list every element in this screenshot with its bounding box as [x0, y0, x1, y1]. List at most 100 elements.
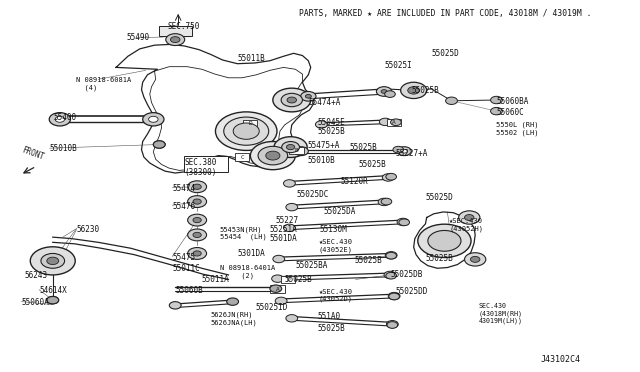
- Circle shape: [224, 117, 269, 145]
- Circle shape: [188, 181, 207, 193]
- Circle shape: [275, 297, 287, 305]
- Circle shape: [378, 198, 390, 206]
- Circle shape: [284, 180, 295, 187]
- Circle shape: [49, 113, 70, 126]
- Circle shape: [286, 315, 298, 322]
- Circle shape: [298, 149, 304, 153]
- Circle shape: [305, 94, 311, 98]
- Text: 5626JN(RH)
5626JNA(LH): 5626JN(RH) 5626JNA(LH): [211, 312, 257, 326]
- Text: 55025BA: 55025BA: [295, 261, 328, 270]
- Circle shape: [397, 218, 409, 226]
- Circle shape: [380, 118, 391, 126]
- Text: 55025B: 55025B: [285, 275, 312, 284]
- Circle shape: [271, 275, 284, 282]
- Text: 54614X: 54614X: [39, 286, 67, 295]
- Circle shape: [386, 173, 397, 180]
- Text: 55025B: 55025B: [426, 254, 453, 263]
- Circle shape: [491, 108, 502, 115]
- Text: 55476: 55476: [172, 202, 195, 211]
- Circle shape: [270, 285, 282, 292]
- Circle shape: [316, 121, 327, 128]
- Circle shape: [491, 96, 502, 104]
- Text: 55060A: 55060A: [21, 298, 49, 307]
- Circle shape: [408, 87, 420, 94]
- Text: 55251A: 55251A: [270, 225, 298, 234]
- Text: D: D: [248, 121, 252, 126]
- Text: 55490: 55490: [127, 33, 150, 42]
- Text: 551A0: 551A0: [317, 312, 340, 321]
- Text: 5550L (RH)
55502 (LH): 5550L (RH) 55502 (LH): [497, 122, 539, 135]
- Circle shape: [470, 256, 480, 262]
- Circle shape: [143, 113, 164, 126]
- Text: 55011B: 55011B: [237, 54, 265, 62]
- Bar: [387, 119, 401, 126]
- Circle shape: [154, 141, 165, 148]
- Circle shape: [188, 229, 207, 241]
- Circle shape: [282, 141, 300, 153]
- Text: SEC.430
(43018M(RH)
43019M(LH)): SEC.430 (43018M(RH) 43019M(LH)): [479, 303, 523, 324]
- Circle shape: [188, 214, 207, 226]
- Text: ★SEC.430
(43052D): ★SEC.430 (43052D): [319, 289, 353, 302]
- Text: 55474: 55474: [172, 184, 195, 193]
- Text: 55025D: 55025D: [426, 193, 453, 202]
- Text: 55025B: 55025B: [355, 256, 382, 265]
- Bar: [273, 286, 285, 291]
- Text: FRONT: FRONT: [21, 145, 45, 162]
- Text: 55025DC: 55025DC: [296, 190, 329, 199]
- Text: 55130M: 55130M: [319, 225, 347, 234]
- Text: 5501DA: 5501DA: [270, 234, 298, 243]
- Text: 55011C: 55011C: [172, 264, 200, 273]
- Circle shape: [170, 302, 181, 309]
- Text: 55025ID: 55025ID: [255, 303, 287, 312]
- Text: B: B: [294, 148, 298, 153]
- Circle shape: [193, 199, 201, 204]
- Text: 55025B: 55025B: [412, 86, 440, 95]
- Circle shape: [266, 151, 280, 160]
- Circle shape: [387, 321, 398, 328]
- Text: SEC.380
(38300): SEC.380 (38300): [184, 158, 216, 177]
- Circle shape: [459, 211, 480, 224]
- Text: 55025B: 55025B: [317, 324, 345, 333]
- Text: 55475+A: 55475+A: [307, 141, 340, 151]
- Text: 55011A: 55011A: [202, 275, 230, 284]
- Circle shape: [294, 147, 308, 155]
- Text: SEC.750: SEC.750: [168, 22, 200, 31]
- Text: 55227+A: 55227+A: [396, 149, 428, 158]
- Text: 55474+A: 55474+A: [308, 98, 340, 107]
- Bar: [159, 26, 192, 36]
- Circle shape: [287, 97, 296, 103]
- Circle shape: [393, 146, 404, 153]
- Text: PARTS, MARKED ★ ARE INCLUDED IN PART CODE, 43018M / 43019M .: PARTS, MARKED ★ ARE INCLUDED IN PART COD…: [300, 9, 592, 18]
- Circle shape: [385, 91, 396, 97]
- Circle shape: [382, 174, 394, 181]
- Circle shape: [401, 82, 427, 99]
- Bar: [235, 153, 249, 161]
- Circle shape: [148, 116, 158, 122]
- Text: A: A: [276, 286, 280, 292]
- Circle shape: [386, 252, 397, 259]
- Circle shape: [388, 292, 400, 300]
- Circle shape: [274, 137, 307, 157]
- Circle shape: [227, 298, 239, 305]
- Circle shape: [170, 37, 180, 42]
- Text: 55060C: 55060C: [497, 108, 524, 117]
- Text: 55025B: 55025B: [317, 126, 345, 136]
- Text: 55120R: 55120R: [341, 177, 369, 186]
- Text: ★SEC.430
(43052E): ★SEC.430 (43052E): [319, 239, 353, 253]
- Text: 56243: 56243: [24, 271, 47, 280]
- Circle shape: [250, 141, 295, 170]
- Text: ★SEC.430
(43052H): ★SEC.430 (43052H): [449, 218, 483, 232]
- Circle shape: [273, 88, 310, 112]
- Circle shape: [381, 90, 387, 93]
- Text: N 08918-6081A
  (4): N 08918-6081A (4): [76, 77, 132, 91]
- Text: N 08918-6401A
     (2): N 08918-6401A (2): [220, 265, 275, 279]
- Circle shape: [41, 253, 65, 268]
- Bar: [271, 285, 285, 293]
- Circle shape: [258, 146, 287, 165]
- Circle shape: [47, 296, 59, 304]
- Text: 55227: 55227: [276, 216, 299, 225]
- Circle shape: [390, 119, 401, 126]
- Bar: [289, 147, 303, 154]
- Text: A: A: [392, 120, 396, 125]
- Circle shape: [284, 224, 295, 232]
